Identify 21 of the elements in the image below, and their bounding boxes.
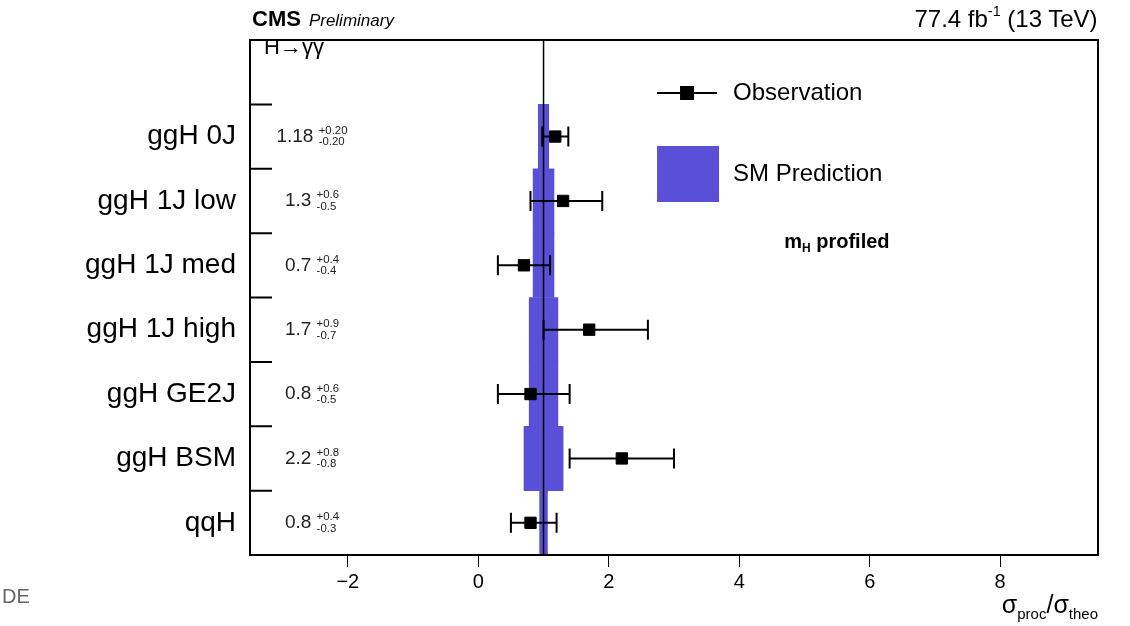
y-tick-label: ggH GE2J xyxy=(106,376,236,408)
y-tick-label: ggH 1J med xyxy=(85,248,236,280)
text: Preliminary xyxy=(308,10,396,30)
y-tick-label: ggH BSM xyxy=(116,441,236,473)
x-tick-label: 2 xyxy=(603,569,615,592)
y-tick-label: qqH xyxy=(184,505,236,537)
text: DE xyxy=(2,584,30,607)
text: CMS xyxy=(252,6,301,32)
legend-label: SM Prediction xyxy=(733,158,883,186)
x-tick-label: 0 xyxy=(472,569,484,592)
y-tick-label: ggH 0J xyxy=(147,119,236,151)
point xyxy=(549,130,562,143)
x-tick-label: 8 xyxy=(994,569,1006,592)
x-tick-label: 4 xyxy=(733,569,745,592)
legend-label: Observation xyxy=(733,77,863,105)
y-tick-label: ggH 1J high xyxy=(86,312,236,344)
x-tick-label: −2 xyxy=(336,569,360,592)
text: H→γγ xyxy=(264,34,324,60)
point xyxy=(583,323,596,336)
y-tick-label: ggH 1J low xyxy=(97,183,237,215)
x-tick-label: 6 xyxy=(864,569,876,592)
